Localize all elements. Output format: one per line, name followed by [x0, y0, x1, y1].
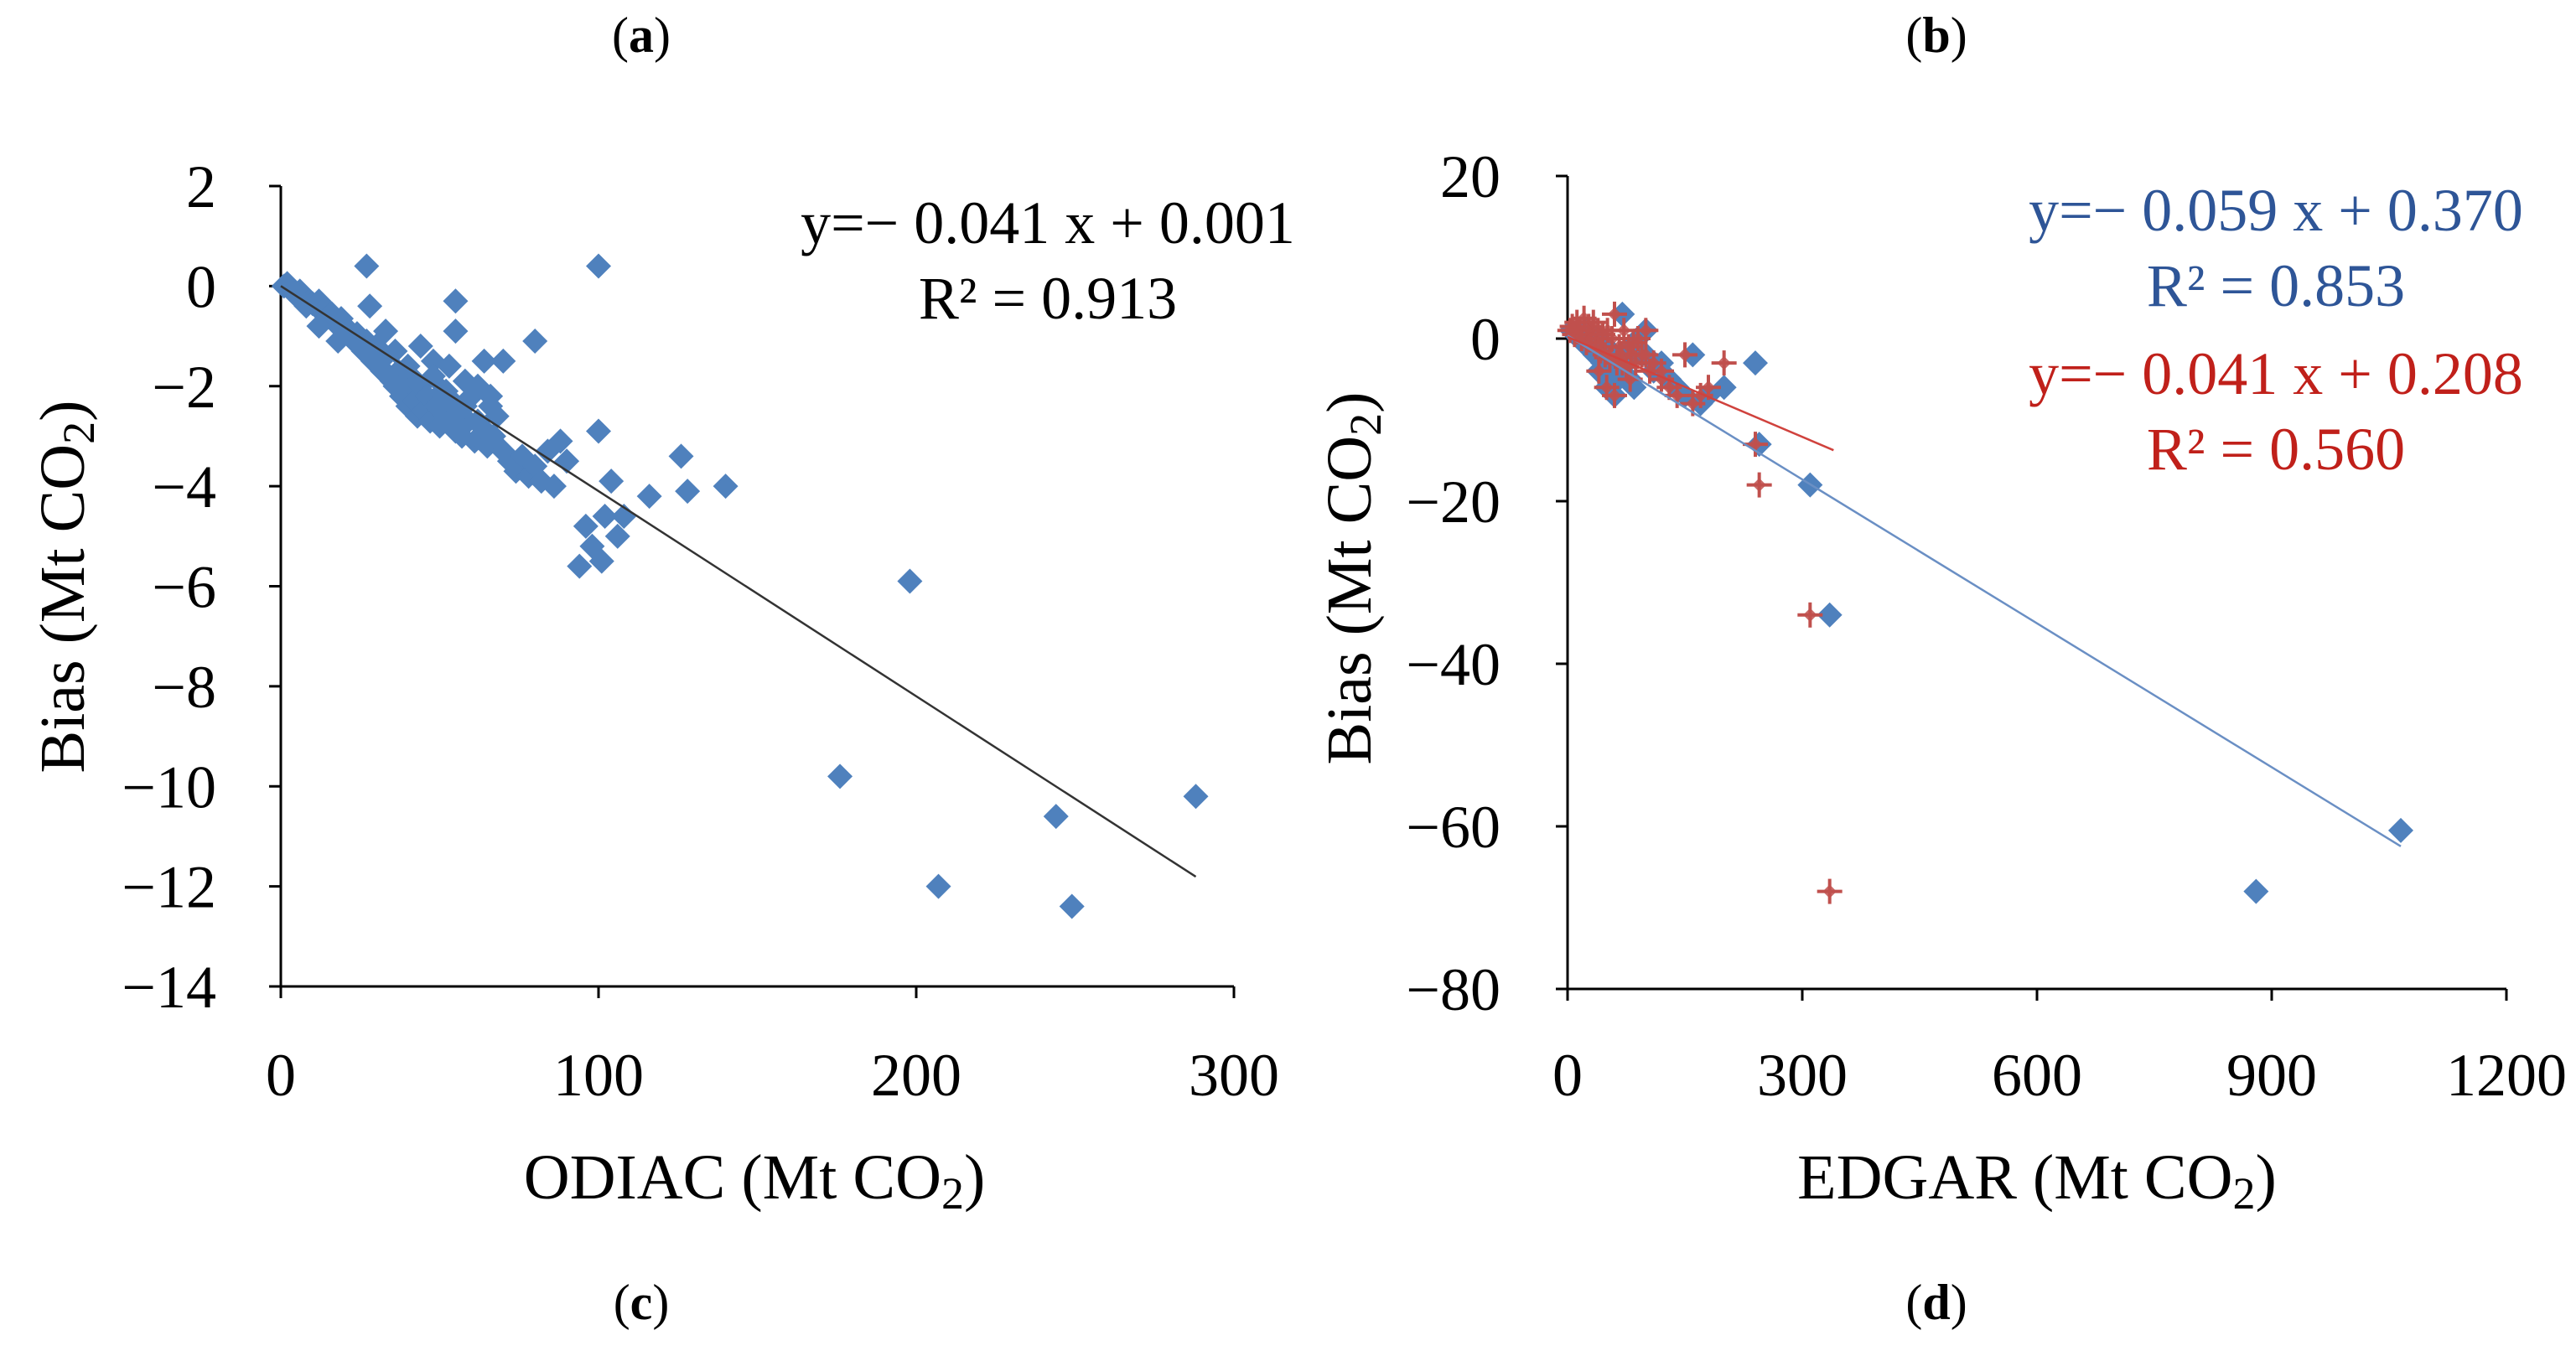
- edgar-point-s0: [2243, 878, 2269, 904]
- y-tick-label: 20: [1440, 143, 1501, 210]
- odiac-point-s0: [573, 513, 599, 539]
- y-tick-label: 0: [1470, 306, 1501, 373]
- y-tick-label: −2: [152, 354, 216, 421]
- y-tick-label: −8: [152, 654, 216, 721]
- odiac-point-s0: [675, 479, 701, 505]
- y-tick-label: −4: [152, 453, 216, 520]
- odiac-point-s0: [1183, 784, 1209, 810]
- edgar-point-s1: [1586, 358, 1612, 384]
- odiac-point-s0: [925, 873, 951, 899]
- odiac-point-s0: [464, 408, 490, 434]
- odiac-point-s0: [541, 474, 567, 500]
- trendline-0: [1567, 334, 2402, 847]
- x-tick-label: 200: [871, 1042, 961, 1109]
- odiac-point-s0: [522, 329, 548, 355]
- odiac-point-s0: [490, 348, 516, 374]
- x-tick-label: 100: [553, 1042, 644, 1109]
- x-tick-label: 600: [1992, 1042, 2082, 1109]
- odiac-point-s0: [436, 353, 462, 379]
- edgar-point-s0: [1711, 375, 1737, 401]
- y-tick-label: −14: [122, 954, 216, 1021]
- x-tick-label: 300: [1189, 1042, 1279, 1109]
- edgar-point-s0: [2388, 817, 2413, 843]
- edgar-point-s1: [1602, 301, 1627, 327]
- y-tick-label: −10: [122, 753, 216, 820]
- edgar-point-s1: [1633, 342, 1659, 368]
- y-axis-title: Bias (Mt CO2): [1314, 391, 1391, 764]
- odiac-point-s0: [306, 313, 332, 339]
- odiac-point-s0: [897, 568, 923, 594]
- y-tick-label: −6: [152, 554, 216, 621]
- y-tick-label: −40: [1406, 631, 1501, 698]
- panel-label-d: (d): [1905, 1275, 1967, 1330]
- edgar-point-s1: [1672, 342, 1697, 368]
- panel-label-a: (a): [612, 8, 671, 63]
- edgar-point-s1: [1602, 382, 1627, 408]
- chart-odiac-bias: 2 0 −2 −4 −6 −8 −10 −12 −14 0 100 200 300 ODIAC (Mt C…: [28, 153, 1295, 1219]
- y-tick-label: −20: [1406, 468, 1501, 536]
- edgar-point-s1: [1711, 350, 1737, 376]
- odiac-point-s0: [357, 293, 383, 319]
- trendline-1: [1567, 335, 1834, 452]
- panel-label-c: (c): [613, 1275, 670, 1330]
- odiac-point-s0: [471, 348, 497, 374]
- x-axis-title: EDGAR (Mt CO2): [1797, 1142, 2277, 1219]
- odiac-point-s0: [443, 318, 469, 344]
- odiac-point-s0: [354, 253, 380, 279]
- y-tick-label: −12: [122, 854, 216, 921]
- r-squared-label: R² = 0.560: [2147, 416, 2405, 483]
- odiac-point-s0: [713, 474, 739, 500]
- x-tick-label: 0: [1552, 1042, 1583, 1109]
- odiac-point-s0: [547, 428, 573, 454]
- edgar-point-s0: [1743, 350, 1768, 376]
- x-tick-label: 300: [1757, 1042, 1848, 1109]
- odiac-point-s0: [599, 468, 625, 494]
- odiac-point-s0: [420, 363, 446, 389]
- y-tick-label: −60: [1406, 794, 1501, 861]
- y-tick-label: 2: [186, 153, 216, 220]
- odiac-point-s0: [1043, 804, 1069, 830]
- y-axis-title: Bias (Mt CO2): [28, 400, 104, 773]
- regression-equation: y=− 0.041 x + 0.001: [801, 189, 1295, 256]
- edgar-point-s1: [1746, 472, 1772, 498]
- odiac-point-s0: [586, 418, 611, 444]
- y-tick-label: 0: [186, 253, 216, 320]
- edgar-point-s1: [1633, 318, 1659, 344]
- odiac-point-s0: [293, 293, 319, 319]
- edgar-point-s1: [1817, 878, 1843, 904]
- x-tick-label: 1200: [2446, 1042, 2567, 1109]
- odiac-point-s0: [373, 318, 399, 344]
- x-tick-label: 900: [2226, 1042, 2317, 1109]
- odiac-point-s0: [414, 383, 440, 409]
- y-tick-label: −80: [1406, 956, 1501, 1023]
- odiac-point-s0: [604, 523, 630, 549]
- x-tick-label: 0: [266, 1042, 296, 1109]
- odiac-point-s0: [586, 253, 611, 279]
- r-squared-label: R² = 0.853: [2147, 252, 2405, 319]
- x-axis-title: ODIAC (Mt CO2): [524, 1142, 986, 1219]
- odiac-point-s0: [668, 443, 694, 469]
- odiac-point-s0: [827, 763, 853, 789]
- odiac-point-s0: [382, 338, 408, 364]
- chart-edgar-bias: 20 0 −20 −40 −60 −80 0 300 600 900 1200 EDGAR (Mt C…: [1314, 143, 2567, 1219]
- odiac-point-s0: [1059, 893, 1085, 919]
- odiac-point-s0: [636, 484, 662, 510]
- odiac-point-s0: [592, 503, 618, 529]
- odiac-point-s0: [443, 288, 469, 314]
- trendline-0: [280, 285, 1197, 878]
- edgar-point-s0: [1817, 602, 1843, 628]
- edgar-point-s1: [1797, 602, 1823, 628]
- odiac-point-s0: [567, 553, 593, 579]
- odiac-point-s0: [325, 329, 351, 355]
- panel-label-b: (b): [1905, 8, 1967, 63]
- regression-equation: y=− 0.059 x + 0.370: [2029, 177, 2523, 244]
- r-squared-label: R² = 0.913: [919, 265, 1177, 332]
- odiac-point-s0: [478, 383, 504, 409]
- regression-equation: y=− 0.041 x + 0.208: [2029, 340, 2523, 407]
- odiac-point-s0: [588, 548, 614, 574]
- odiac-point-s0: [407, 334, 433, 359]
- odiac-point-s0: [611, 503, 637, 529]
